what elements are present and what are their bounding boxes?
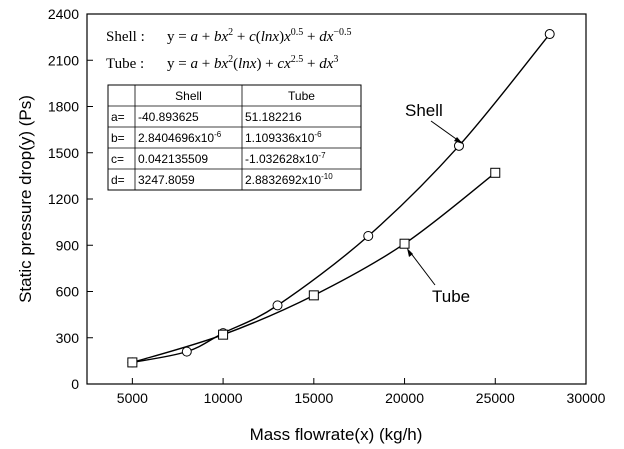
y-tick-label: 900	[56, 237, 80, 253]
table-cell-tube: 51.182216	[245, 110, 302, 124]
table-row-key: a=	[111, 110, 125, 124]
data-markers	[127, 29, 555, 368]
y-tick-label: 1500	[48, 145, 79, 161]
shell-equation: y = a + bx2 + c(lnx)x0.5 + dx−0.5	[167, 27, 352, 45]
y-tick-label: 2100	[48, 52, 79, 68]
axes-layer: 5000 10000 15000 20000 25000 30000 0 300 600 900 1…	[48, 6, 606, 406]
table-cell-tube: 2.8832692x10-10	[245, 172, 333, 187]
shell-pointer-line	[430, 120, 460, 142]
table-header-shell: Shell	[175, 89, 202, 103]
coefficient-table: Shell Tube a= -40.893625 51.182216 b= 2.840469…	[107, 84, 362, 191]
table-row-key: b=	[111, 131, 125, 145]
table-cell-shell: 0.042135509	[138, 152, 208, 166]
shell-point	[453, 140, 464, 151]
tube-pointer-arrowhead	[407, 248, 413, 257]
shell-point	[544, 29, 555, 40]
plot-frame	[86, 13, 587, 385]
table-cell-shell: 3247.8059	[138, 173, 195, 187]
table-border	[107, 84, 362, 191]
table-cell-tube: -1.032628x10-7	[245, 151, 326, 166]
y-tick-label: 0	[71, 376, 79, 392]
table-cell-shell: -40.893625	[138, 110, 199, 124]
table-row-key: c=	[111, 152, 124, 166]
tube-point	[399, 238, 410, 249]
tube-point	[218, 329, 229, 340]
tube-equation: y = a + bx2(lnx) + cx2.5 + dx3	[167, 54, 338, 72]
table-cell-shell: 2.8404696x10-6	[138, 130, 222, 145]
y-tick-label: 1800	[48, 99, 79, 115]
y-tick-label: 600	[56, 284, 80, 300]
shell-fit-curve	[132, 33, 551, 364]
tube-series-label: Tube	[432, 287, 470, 306]
shell-point	[181, 346, 192, 357]
tube-point	[490, 167, 501, 178]
table-cell-tube: 1.109336x10-6	[245, 130, 322, 145]
x-tick-label: 10000	[204, 390, 243, 406]
x-tick-label: 25000	[476, 390, 515, 406]
shell-point	[363, 231, 374, 241]
tube-point	[127, 357, 138, 368]
tube-pointer-line	[409, 251, 436, 286]
y-tick-label: 1200	[48, 191, 79, 207]
table-row-key: d=	[111, 173, 125, 187]
shell-point	[272, 300, 283, 311]
tube-equation-label: Tube :	[106, 56, 144, 72]
x-axis-label: Mass flowrate(x) (kg/h)	[250, 425, 423, 444]
tube-fit-curve	[132, 172, 496, 364]
fit-curves	[132, 33, 551, 364]
x-tick-label: 30000	[567, 390, 606, 406]
shell-series-label: Shell	[405, 101, 443, 120]
x-tick-label: 5000	[117, 390, 148, 406]
tube-point	[308, 290, 319, 301]
y-axis-label: Static pressure drop(y) (Ps)	[16, 95, 35, 303]
x-tick-label: 15000	[294, 390, 333, 406]
table-header-tube: Tube	[288, 89, 315, 103]
shell-equation-label: Shell :	[106, 29, 145, 45]
y-tick-label: 2400	[48, 6, 79, 22]
shell-pointer-arrowhead	[454, 137, 463, 144]
x-tick-label: 20000	[385, 390, 424, 406]
y-tick-label: 300	[56, 330, 80, 346]
